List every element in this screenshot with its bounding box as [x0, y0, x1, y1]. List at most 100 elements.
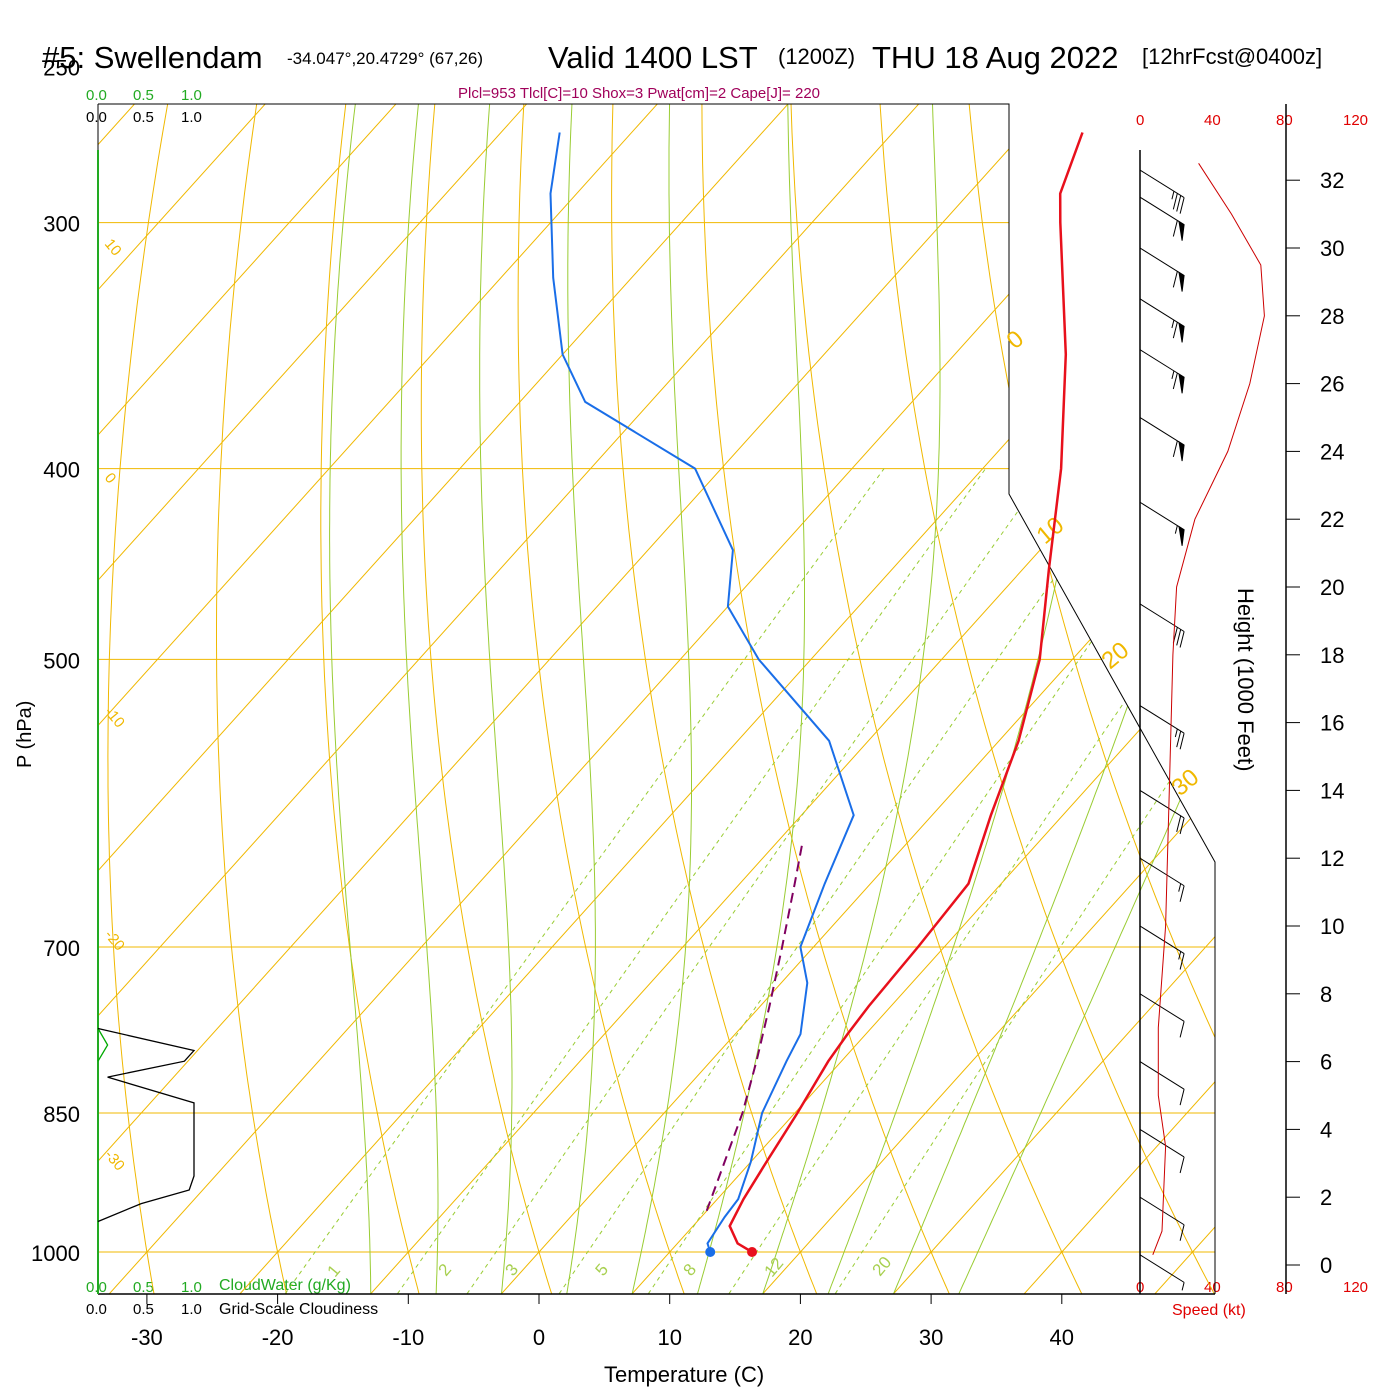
- isotherm-label: -20: [101, 927, 128, 955]
- wind-barb-staff: [1139, 789, 1185, 819]
- isotherm-line: [893, 104, 1215, 1294]
- height-tick-label: 32: [1320, 168, 1344, 193]
- wind-barb: [1139, 349, 1185, 394]
- wind-barb-flag: [1172, 322, 1178, 339]
- cloudiness-tick: 1.0: [181, 109, 202, 126]
- height-tick-label: 24: [1320, 439, 1344, 464]
- dry-adiabat-line: [320, 104, 420, 1294]
- height-tick-label: 14: [1320, 778, 1344, 803]
- dry-adiabat-line: [701, 104, 950, 1294]
- surface-temperature-marker: [747, 1247, 758, 1257]
- isotherm-line: [1154, 104, 1215, 1294]
- height-tick-label: 18: [1320, 643, 1344, 668]
- dry-adiabat-line: [789, 104, 1083, 1294]
- wind-barb-flag: [1179, 953, 1185, 970]
- wind-column: [1139, 150, 1265, 1291]
- wind-speed-tick: 80: [1276, 112, 1293, 129]
- wind-speed-axis: 0 40 80 120 0 40 80 120 Speed (kt): [1136, 112, 1368, 1319]
- wind-barb: [1139, 298, 1185, 343]
- wind-barb-pennant: [1178, 525, 1185, 546]
- height-tick-label: 28: [1320, 304, 1344, 329]
- isotherm-label: -10: [101, 704, 128, 732]
- wind-barb-pennant: [1178, 373, 1185, 394]
- pressure-tick-label: 400: [43, 458, 80, 483]
- wind-barb-flag: [1179, 1089, 1185, 1106]
- wind-barb-flag: [1179, 1224, 1185, 1241]
- mixing-ratio-line: [834, 468, 1215, 1294]
- wind-barb: [1139, 925, 1185, 970]
- moist-adiabat-line: [631, 104, 692, 1294]
- height-tick-label: 2: [1320, 1185, 1332, 1210]
- mixing-ratio-label: 3: [502, 1260, 523, 1279]
- wind-barb-flag: [1172, 440, 1178, 457]
- mixing-ratio-label: 2: [435, 1260, 456, 1279]
- wind-barb-pennant: [1178, 220, 1185, 241]
- plot-frame: [97, 103, 1287, 1295]
- temperature-line: [728, 132, 1084, 1254]
- moist-adiabat-line: [958, 104, 1215, 1294]
- wind-barb: [1139, 603, 1185, 648]
- cloudiness-tick: 0.5: [133, 109, 154, 126]
- wind-barb-flag: [1179, 197, 1185, 214]
- pressure-tick-label: 500: [43, 648, 80, 673]
- isotherm-line: [98, 104, 854, 1294]
- wind-barb: [1139, 196, 1185, 241]
- pressure-tick-label: 300: [43, 212, 80, 237]
- wind-barb-staff: [1139, 247, 1185, 276]
- zulu-time: (1200Z): [778, 44, 855, 69]
- wind-barb-flag: [1179, 817, 1185, 835]
- mixing-ratio-line: [466, 468, 1049, 1294]
- cloudwater-tick: 0.0: [86, 87, 107, 104]
- mixing-ratio-label: 20: [869, 1253, 896, 1280]
- cloudiness-label: Grid-Scale Cloudiness: [219, 1301, 378, 1318]
- height-tick-label: 10: [1320, 914, 1344, 939]
- forecast-date: THU 18 Aug 2022: [872, 40, 1118, 75]
- wind-barb-flag: [1179, 733, 1185, 750]
- wind-barb-half-flag: [1174, 728, 1178, 738]
- wind-speed-tick: 40: [1204, 112, 1221, 129]
- height-tick-label: 20: [1320, 575, 1344, 600]
- x-tick-label: 20: [788, 1325, 812, 1350]
- cloudwater-tick: 0.5: [133, 87, 154, 104]
- mixing-ratio-line: [728, 468, 1215, 1294]
- frame-right-edge: [98, 103, 1216, 1294]
- wind-barb: [1139, 857, 1185, 902]
- isotherm-line: [762, 104, 1215, 1294]
- station-title: #5: Swellendam: [42, 40, 263, 75]
- wind-barb-staff: [1139, 1061, 1185, 1090]
- wind-barb-staff: [1139, 349, 1185, 378]
- moist-adiabat-line: [400, 104, 439, 1294]
- sounding-profiles: [549, 132, 1084, 1257]
- wind-barb-half-flag: [1178, 951, 1182, 960]
- dry-adiabat-line: [107, 104, 182, 1294]
- cloudiness-tick: 1.0: [181, 1301, 202, 1318]
- wind-barb-staff: [1139, 169, 1185, 199]
- height-tick-label: 26: [1320, 372, 1344, 397]
- wind-staff-guide: [1140, 150, 1196, 238]
- dewpoint-line: [549, 132, 855, 1253]
- wind-barb: [1139, 993, 1185, 1038]
- pressure-tick-label: 1000: [31, 1241, 80, 1266]
- pressure-tick-label: 250: [43, 56, 80, 81]
- wind-barb-staff: [1139, 603, 1185, 632]
- wind-barb-staff: [1139, 417, 1185, 446]
- cloudwater-line: [97, 1028, 109, 1062]
- wind-barb-flag: [1176, 195, 1182, 212]
- mixing-ratio-line: [284, 468, 885, 1294]
- wind-speed-tick: 80: [1276, 1279, 1293, 1296]
- isotherm-line: [109, 104, 1215, 1294]
- height-tick-label: 22: [1320, 507, 1344, 532]
- wind-barb-flag: [1172, 372, 1178, 390]
- mixing-ratio-line: [647, 468, 1212, 1294]
- moist-adiabat-line: [893, 104, 1215, 1294]
- isotherm-line: [98, 104, 1115, 1294]
- moist-adiabat-line: [697, 104, 805, 1294]
- wind-barb-pennant: [1178, 271, 1185, 292]
- wind-barb-half-flag: [1171, 191, 1175, 200]
- wind-barb: [1139, 1061, 1185, 1106]
- dry-adiabat-line: [611, 104, 818, 1294]
- cloudwater-tick: 0.5: [133, 1279, 154, 1296]
- wind-barb-staff: [1139, 1254, 1185, 1283]
- wind-barb-staff: [1139, 705, 1185, 734]
